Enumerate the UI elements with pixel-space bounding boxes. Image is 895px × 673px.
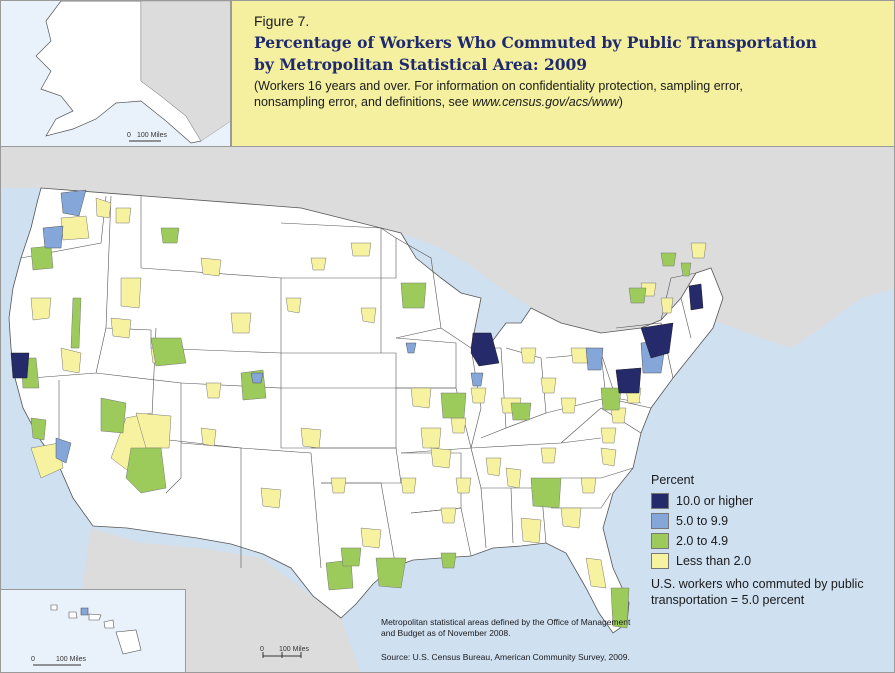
hawaii-scale-zero: 0 (31, 656, 35, 663)
map-title-line1: Percentage of Workers Who Commuted by Pu… (254, 33, 817, 52)
map-title-line2: by Metropolitan Statistical Area: 2009 (254, 55, 588, 74)
state-boundaries (20, 195, 697, 569)
map-title: Percentage of Workers Who Commuted by Pu… (254, 32, 894, 76)
legend-label: Less than 2.0 (676, 554, 752, 568)
legend-label: 10.0 or higher (676, 494, 754, 508)
honolulu-msa (80, 607, 89, 616)
us-land (8, 187, 724, 634)
main-scale-bar: 0 100 Miles (260, 646, 309, 658)
subtitle-suffix: ) (618, 95, 623, 109)
legend-item-5-to-9-9: 5.0 to 9.9 (651, 512, 851, 530)
alaska-inset: 0 100 Miles (1, 1, 231, 147)
msa-5-to-9-9 (42, 189, 667, 464)
hawaii-inset: 0 100 Miles (1, 589, 186, 672)
legend-label: 2.0 to 4.9 (676, 534, 729, 548)
hawaii-scale-label: 100 Miles (56, 656, 86, 663)
title-box: Figure 7. Percentage of Workers Who Comm… (231, 1, 894, 147)
legend-swatch (651, 513, 669, 529)
legend: Percent 10.0 or higher 5.0 to 9.9 2.0 to… (651, 473, 851, 572)
legend-item-10-plus: 10.0 or higher (651, 492, 851, 510)
msa-10-or-higher (10, 283, 704, 394)
lake-superior (401, 233, 501, 298)
alaska-map: 0 100 Miles (35, 1, 230, 144)
subtitle-prefix: (Workers 16 years and over. For informat… (254, 79, 743, 109)
legend-swatch (651, 533, 669, 549)
legend-title: Percent (651, 473, 695, 487)
us-total-note: U.S. workers who commuted by public tran… (651, 577, 864, 607)
subtitle-url[interactable]: www.census.gov/acs/www (472, 95, 619, 109)
hawaii-map: 0 100 Miles (31, 604, 142, 666)
source-note: Source: U.S. Census Bureau, American Com… (381, 652, 630, 662)
legend-swatch (651, 493, 669, 509)
msa-2-to-4-9 (20, 227, 692, 629)
legend-item-less-than-2: Less than 2.0 (651, 552, 851, 570)
alaska-scale-label: 100 Miles (137, 132, 167, 139)
canada-land-alaska (140, 1, 230, 142)
map-subtitle: (Workers 16 years and over. For informat… (254, 78, 794, 110)
legend-label: 5.0 to 9.9 (676, 514, 729, 528)
main-scale-label: 100 Miles (279, 646, 309, 653)
main-scale-zero: 0 (260, 646, 264, 653)
alaska-scale-zero: 0 (127, 132, 131, 139)
msa-definition-note: Metropolitan statistical areas defined b… (381, 617, 631, 638)
figure-label: Figure 7. (254, 13, 310, 29)
legend-swatch (651, 553, 669, 569)
hawaii-islands (50, 604, 142, 655)
legend-item-2-to-4-9: 2.0 to 4.9 (651, 532, 851, 550)
